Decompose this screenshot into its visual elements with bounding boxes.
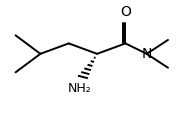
Text: NH₂: NH₂ (68, 82, 91, 95)
Text: O: O (120, 5, 131, 18)
Text: N: N (141, 47, 152, 61)
